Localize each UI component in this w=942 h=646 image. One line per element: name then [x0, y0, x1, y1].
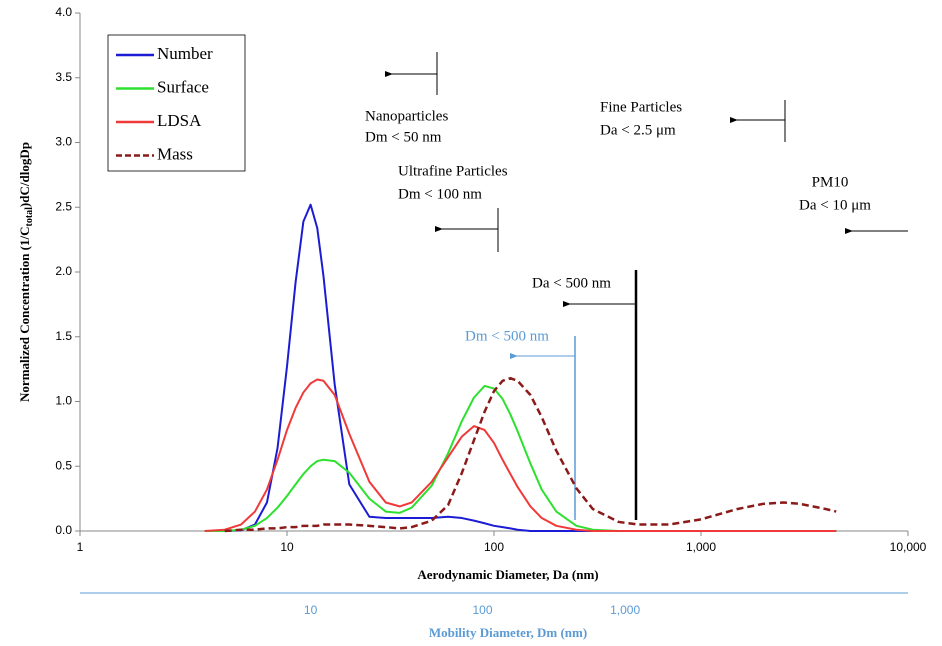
annotation: Ultrafine Particles	[398, 163, 508, 179]
annotation: Da < 500 nm	[532, 275, 611, 291]
x-tick-label: 10	[280, 540, 294, 554]
y-tick-label: 1.5	[55, 329, 72, 343]
y-tick-label: 1.0	[55, 394, 72, 408]
series-line	[204, 203, 837, 532]
mobility-tick-label: 1,000	[610, 603, 640, 617]
legend-box	[107, 34, 246, 172]
x-tick-label: 1,000	[686, 540, 716, 554]
legend-label: Surface	[157, 77, 209, 96]
y-axis-title-part: )dC/dlogDp	[17, 142, 32, 207]
annotations	[385, 52, 908, 520]
annotation: PM10	[812, 174, 849, 190]
legend-label: Number	[157, 44, 213, 63]
series-line	[224, 376, 837, 533]
legend-label: LDSA	[157, 111, 202, 130]
y-tick-label: 2.5	[55, 199, 72, 213]
legend: Number Surface LDSA Mass	[107, 34, 246, 172]
y-tick-label: 2.0	[55, 264, 72, 278]
x-axis-title: Aerodynamic Diameter, Da (nm)	[417, 567, 598, 582]
x-tick-label: 10,000	[890, 540, 927, 554]
mobility-axis-title: Mobility Diameter, Dm (nm)	[429, 625, 587, 640]
y-axis-title-sub: total	[24, 207, 35, 227]
annotation: Fine Particles	[600, 99, 682, 115]
annotation: Da < 2.5 μm	[600, 122, 676, 138]
y-axis-title: Normalized Concentration (1/Ctotal)dC/dl…	[17, 142, 35, 402]
y-tick-label: 0.0	[55, 523, 72, 537]
y-tick-label: 4.0	[55, 5, 72, 19]
annotation: Dm < 500 nm	[465, 328, 549, 344]
mobility-tick-label: 100	[472, 603, 492, 617]
series-line	[204, 378, 837, 532]
mobility-tick-label: 10	[304, 603, 318, 617]
x-tick-label: 100	[484, 540, 504, 554]
annotation: Dm < 50 nm	[365, 129, 442, 145]
y-tick-label: 3.0	[55, 135, 72, 149]
y-tick-label: 0.5	[55, 458, 72, 472]
legend-label: Mass	[157, 144, 193, 163]
annotation: Dm < 100 nm	[398, 186, 482, 202]
annotation: Nanoparticles	[365, 108, 448, 124]
annotation: Da < 10 μm	[799, 197, 871, 213]
y-tick-label: 3.5	[55, 70, 72, 84]
x-tick-label: 1	[77, 540, 84, 554]
y-axis-title-part: Normalized Concentration (1/C	[17, 227, 32, 402]
